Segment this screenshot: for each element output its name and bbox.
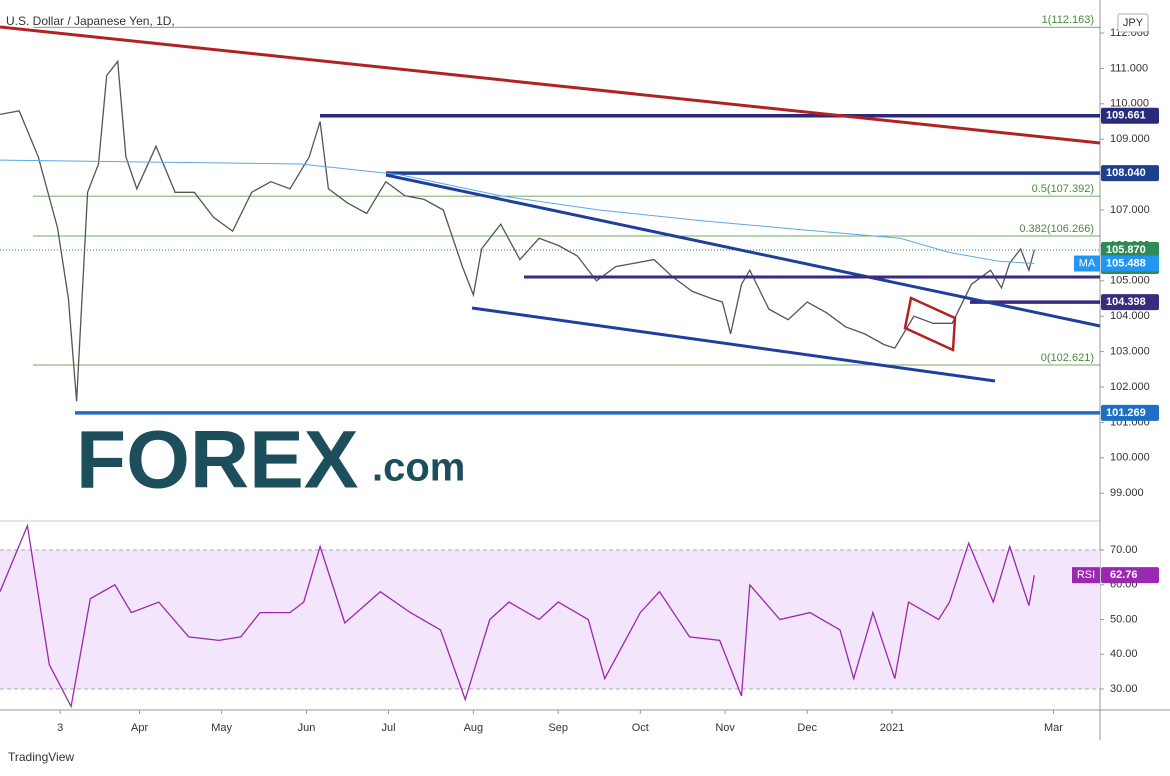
y-tick-label: 40.00 [1110, 648, 1138, 660]
watermark-suffix: .com [372, 446, 465, 490]
y-tick-label: 102.000 [1110, 381, 1150, 393]
y-tick-label: 103.000 [1110, 346, 1150, 358]
level-label-box [1101, 107, 1159, 124]
y-tick-label: 111.000 [1110, 62, 1148, 74]
series-line [0, 59, 1035, 402]
channel-bottom [471, 306, 996, 383]
x-tick-label: Sep [548, 722, 568, 734]
trendline [0, 25, 1101, 145]
y-tick-label: 110.000 [1110, 98, 1149, 110]
y-tick-label: 104.000 [1110, 310, 1150, 322]
level-label: 101.269 [1106, 407, 1146, 419]
x-tick-label: Oct [632, 722, 649, 734]
y-tick-label: 70.00 [1110, 544, 1138, 556]
x-tick-label: Aug [464, 722, 484, 734]
fib-label: 0.382(106.266) [1019, 223, 1094, 235]
drawings [0, 25, 1101, 383]
level-label-box [1101, 404, 1159, 421]
y-tick-label: 30.00 [1110, 683, 1138, 695]
watermark-brand: FOREX [76, 415, 358, 506]
fib-label: 0.5(107.392) [1032, 183, 1094, 195]
y-tick-label: 109.000 [1110, 133, 1150, 145]
footer: TradingView [8, 750, 74, 764]
level-tag: MA [1079, 257, 1096, 269]
value-label-box [1101, 567, 1159, 584]
y-tick-label: 100.000 [1110, 452, 1150, 464]
rsi-band [0, 550, 1100, 690]
y-tick-label: 107.000 [1110, 204, 1150, 216]
x-tick-label: Jul [382, 722, 396, 734]
currency-box [1117, 13, 1149, 33]
x-tick-label: May [211, 722, 232, 734]
level-label: 105.488 [1106, 257, 1146, 269]
x-tick-label: Nov [715, 722, 735, 734]
value-label: 62.76 [1110, 569, 1138, 581]
watermark: FOREX .com [76, 415, 465, 506]
y-tick-label: 50.00 [1110, 613, 1138, 625]
y-tick-label: 99.000 [1110, 487, 1144, 499]
fib-label: 0(102.621) [1041, 352, 1094, 364]
level-label: 105.870 [1106, 244, 1146, 256]
x-tick-label: 2021 [880, 722, 904, 734]
x-tick-label: Jun [298, 722, 316, 734]
level-label: 104.398 [1106, 296, 1146, 308]
channel-top [385, 173, 1101, 328]
level-label: 108.040 [1106, 167, 1146, 179]
flag [903, 296, 957, 352]
fib-label: 1(112.163) [1042, 14, 1094, 26]
y-tick-label: 105.000 [1110, 275, 1150, 287]
currency: JPY [1123, 17, 1144, 29]
level-label-box [1101, 255, 1159, 272]
level-label-box [1101, 165, 1159, 182]
level-tag-box [1074, 255, 1100, 272]
series-line [0, 159, 1035, 264]
level-label-box [1101, 241, 1159, 258]
level-label-box [1101, 294, 1159, 311]
series-name: RSI [1077, 569, 1095, 581]
chart-title: U.S. Dollar / Japanese Yen, 1D, [6, 14, 175, 28]
series-tag-box [1072, 567, 1100, 584]
level-label: 109.661 [1106, 110, 1146, 122]
x-tick-label: Mar [1044, 722, 1063, 734]
series-line [0, 523, 1035, 709]
x-tick-label: Apr [131, 722, 148, 734]
x-tick-label: 3 [57, 722, 63, 734]
x-tick-label: Dec [797, 722, 817, 734]
